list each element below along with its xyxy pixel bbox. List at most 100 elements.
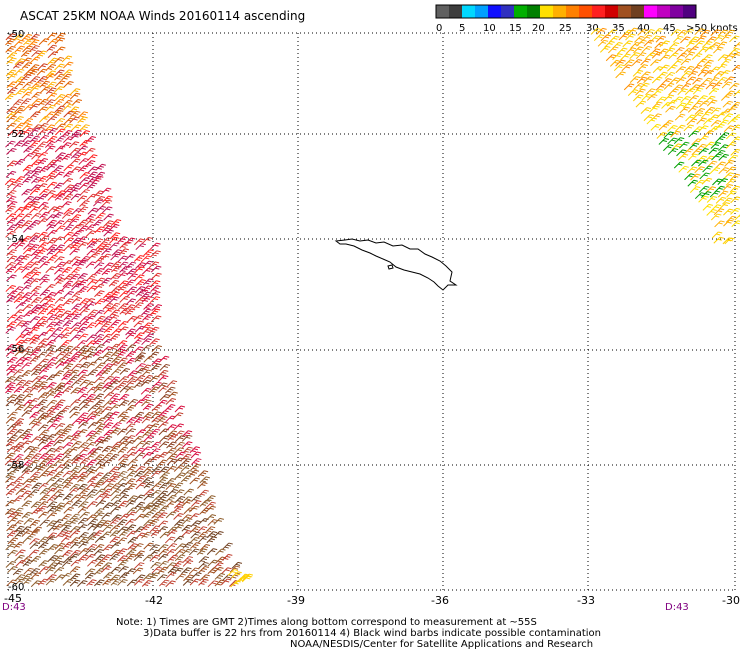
wind-barb	[731, 136, 740, 144]
wind-barb	[722, 197, 733, 205]
wind-barb	[641, 45, 652, 53]
wind-barb	[5, 349, 17, 357]
wind-barb	[181, 434, 193, 442]
wind-barb	[55, 261, 66, 269]
wind-barb	[702, 54, 713, 62]
wind-barb	[157, 512, 168, 519]
wind-barb	[700, 29, 711, 37]
wind-barb	[676, 149, 687, 157]
wind-barb	[165, 580, 176, 588]
wind-barb	[63, 117, 75, 125]
wind-barb	[69, 116, 80, 124]
wind-barb	[36, 50, 48, 58]
wind-barb	[85, 224, 96, 232]
wind-barb	[165, 465, 177, 473]
wind-barb	[694, 108, 706, 115]
wind-barb	[6, 255, 18, 263]
wind-barb	[111, 356, 122, 364]
map-title: ASCAT 25KM NOAA Winds 20160114 ascending	[20, 9, 305, 23]
wind-barb	[5, 476, 16, 483]
wind-barb	[680, 96, 691, 103]
wind-barb	[190, 520, 201, 528]
legend-color-swatch	[436, 5, 450, 18]
wind-barb	[22, 393, 34, 401]
wind-barb	[148, 423, 160, 431]
wind-barb	[45, 291, 56, 299]
wind-barb	[95, 519, 106, 527]
wind-barb	[672, 96, 684, 104]
wind-barb	[643, 76, 654, 84]
wind-barb	[731, 64, 740, 72]
wind-barb	[68, 374, 80, 382]
wind-barb	[6, 115, 17, 123]
wind-barb	[702, 203, 714, 211]
wind-barb	[133, 411, 145, 419]
wind-barb	[29, 219, 41, 227]
wind-barb	[78, 531, 89, 539]
wind-barb	[143, 481, 155, 489]
wind-barb	[140, 394, 152, 402]
wind-barb	[22, 304, 34, 311]
wind-barb	[215, 556, 227, 564]
wind-barb	[157, 494, 169, 502]
wind-barb	[29, 76, 41, 83]
wind-barb	[134, 332, 145, 340]
wind-barb	[143, 519, 154, 527]
wind-barb	[92, 238, 104, 246]
wind-barb	[22, 176, 33, 184]
wind-barb	[39, 115, 50, 123]
wind-barb	[663, 94, 675, 102]
wind-barb	[724, 53, 735, 61]
wind-barb	[166, 494, 177, 502]
wind-barb	[699, 172, 710, 180]
wind-barb	[667, 137, 678, 145]
wind-barb	[95, 362, 106, 370]
wind-barb	[86, 193, 97, 201]
wind-barb	[39, 211, 50, 219]
wind-barb	[6, 530, 18, 538]
wind-barb	[6, 524, 17, 532]
wind-barb	[46, 314, 57, 322]
wind-barb	[109, 393, 121, 401]
wind-barb	[119, 290, 130, 298]
wind-barb	[135, 363, 146, 370]
wind-barb	[109, 517, 121, 525]
wind-barb	[13, 34, 24, 42]
wind-barb	[103, 483, 114, 490]
wind-barb	[5, 266, 17, 274]
wind-barb	[125, 404, 136, 412]
wind-barb	[119, 385, 130, 393]
wind-barb	[125, 518, 136, 526]
wind-speed-legend: 0 5 10 15 20 25 30 35 40 45 >50 knots	[435, 4, 738, 34]
wind-barb	[29, 519, 41, 527]
wind-barb	[623, 59, 635, 67]
wind-barb	[101, 268, 113, 276]
wind-barb	[686, 166, 698, 174]
wind-barb	[143, 573, 154, 581]
wind-barb	[13, 224, 25, 232]
wind-barb	[134, 494, 145, 502]
wind-barb	[68, 475, 80, 483]
wind-barb	[45, 73, 56, 81]
wind-barb	[55, 351, 67, 359]
wind-barb	[157, 477, 168, 484]
wind-barb	[28, 39, 40, 47]
wind-barb	[101, 435, 113, 443]
wind-barb	[13, 309, 25, 317]
wind-barb	[6, 81, 18, 89]
wind-barb	[651, 76, 663, 84]
wind-barb	[6, 314, 18, 322]
wind-barb	[45, 464, 56, 472]
wind-barb	[126, 483, 137, 491]
wind-barb	[709, 42, 721, 49]
wind-barb	[46, 181, 58, 189]
wind-barb	[119, 368, 131, 375]
wind-barb	[6, 295, 17, 303]
wind-barb	[632, 94, 644, 102]
wind-barb	[62, 177, 74, 185]
wind-barb	[615, 59, 626, 67]
wind-barb	[678, 165, 689, 173]
wind-barb	[711, 153, 722, 161]
wind-barb	[87, 501, 98, 508]
